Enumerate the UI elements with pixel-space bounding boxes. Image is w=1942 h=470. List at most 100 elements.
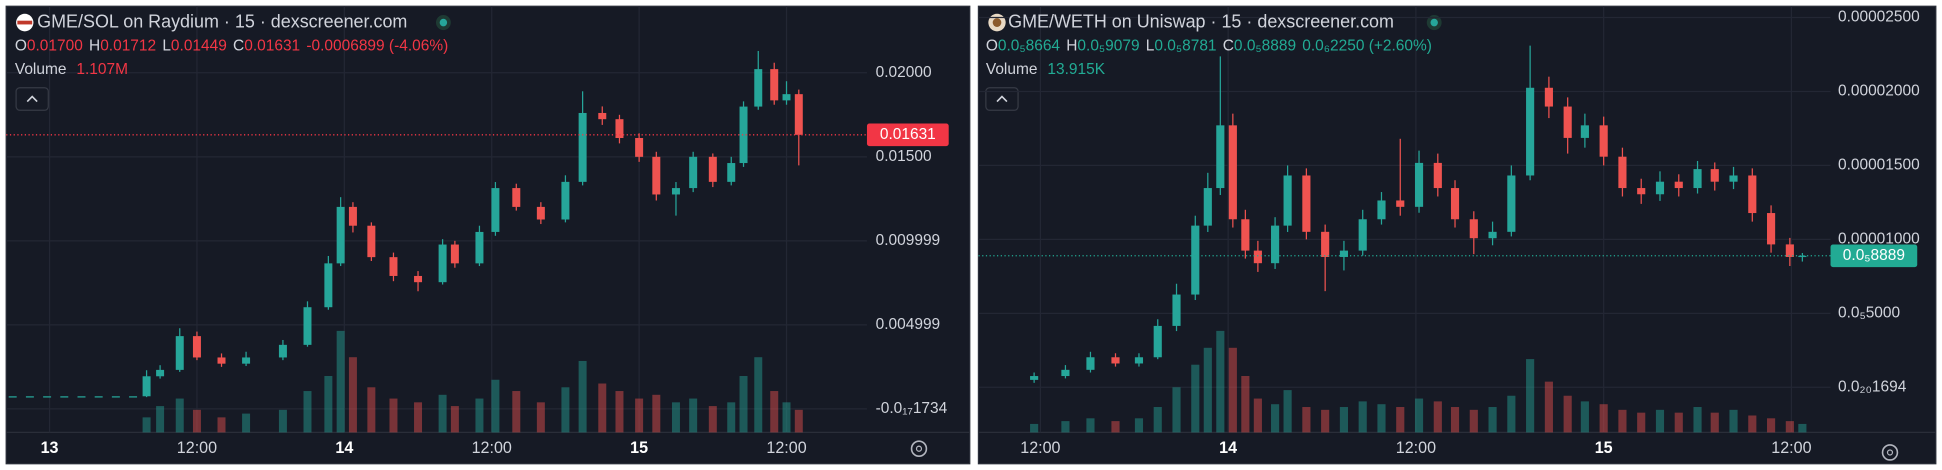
candle-body	[1030, 376, 1039, 380]
volume-bar	[389, 398, 398, 433]
candle-body	[1729, 175, 1738, 182]
candle-body	[1655, 181, 1665, 195]
volume-bar	[175, 398, 184, 433]
volume-bar	[1748, 415, 1757, 433]
x-tick-label: 12:00	[1396, 439, 1436, 457]
button-frame[interactable]	[15, 87, 49, 111]
button-frame[interactable]	[985, 87, 1019, 111]
y-tick-label: 0.01500	[876, 148, 932, 165]
gear-icon[interactable]	[1881, 444, 1899, 461]
volume-bar	[561, 387, 570, 433]
gear-icon[interactable]	[915, 445, 923, 452]
volume-bar	[142, 417, 151, 433]
ohlc-label: H	[89, 37, 100, 54]
candle-body	[278, 344, 287, 358]
candle-body	[94, 396, 103, 398]
candle-body	[1396, 200, 1405, 207]
volume-bar	[1358, 401, 1367, 433]
candle-body	[1228, 125, 1237, 220]
x-tick-label: 12:00	[1020, 439, 1060, 457]
candle-body	[1339, 250, 1348, 257]
candle-body	[1544, 87, 1553, 107]
price-change: 0.0₆2250 (+2.60%)	[1302, 37, 1432, 54]
candle-body	[1241, 219, 1250, 251]
volume-bar	[578, 360, 587, 433]
candle-body	[1710, 169, 1719, 182]
volume-bar	[1798, 423, 1807, 433]
volume-bar	[1061, 421, 1070, 433]
caret-icon[interactable]	[996, 95, 1008, 103]
y-tick-label: 0.0₂₀1694	[1838, 378, 1907, 395]
volume-bar	[1203, 347, 1212, 433]
candle-body	[1172, 294, 1181, 326]
x-tick-label: 12:00	[1771, 439, 1811, 457]
collapse-button[interactable]	[985, 87, 1019, 111]
chart-title: GME/WETH on Uniswap · 15 · dexscreener.c…	[1008, 11, 1394, 31]
ohlc-label: L	[162, 37, 171, 54]
settings-button[interactable]	[910, 440, 928, 458]
volume-bar	[1488, 407, 1497, 433]
candle-body	[129, 396, 138, 398]
collapse-button[interactable]	[15, 87, 49, 111]
volume-bar	[1469, 409, 1478, 433]
settings-button[interactable]	[1881, 444, 1899, 461]
token-icon	[17, 20, 33, 25]
candle-body	[450, 244, 459, 264]
volume-bar	[336, 330, 345, 433]
y-tick-label: 0.009999	[876, 232, 941, 249]
panel	[977, 5, 1937, 465]
volume-bar	[1111, 421, 1120, 433]
price-label-box	[1830, 244, 1918, 268]
price-label: 0.01631	[880, 126, 936, 143]
volume-bar	[1302, 407, 1311, 433]
caret-icon[interactable]	[26, 95, 38, 103]
candle-body	[615, 119, 624, 139]
y-tick-label: -0.0₁₇1734	[876, 400, 948, 417]
volume-bar	[1339, 407, 1348, 433]
ohlc-value: 0.0₅8664	[998, 37, 1060, 54]
volume-bar	[1526, 359, 1535, 433]
volume-bar	[782, 402, 791, 433]
x-tick-label: 14	[335, 439, 353, 457]
candle-body	[43, 396, 52, 398]
candle-body	[1469, 219, 1478, 239]
candle-body	[635, 138, 644, 157]
candle-body	[438, 244, 447, 283]
ohlc-value: 0.0₅8781	[1154, 37, 1216, 54]
candle-body	[1086, 357, 1095, 370]
candle-body	[1637, 188, 1646, 195]
volume-bar	[1228, 347, 1237, 433]
candle-body	[348, 206, 357, 226]
plot	[978, 6, 1831, 433]
gear-icon[interactable]	[1886, 449, 1894, 456]
candle-body	[1488, 231, 1497, 239]
x-tick-label: 14	[1219, 439, 1237, 457]
volume-bar	[1241, 376, 1250, 433]
price-label: 0.0₅8889	[1843, 247, 1905, 264]
volume-bar	[1283, 390, 1292, 433]
candle-body	[60, 396, 69, 398]
volume-bar	[689, 398, 698, 433]
volume-bar	[1271, 404, 1280, 433]
volume-bar	[1674, 412, 1683, 433]
volume-bar	[1153, 407, 1162, 433]
candle-body	[25, 396, 34, 398]
volume-bar	[1086, 418, 1095, 433]
ohlc-value: 0.01449	[171, 37, 227, 54]
candle-body	[1216, 125, 1225, 189]
candle-body	[1618, 156, 1627, 189]
candle-body	[578, 112, 587, 182]
candle-body	[652, 156, 661, 195]
volume-bar	[1321, 409, 1330, 433]
ohlc-label: O	[15, 37, 27, 54]
candle-body	[77, 396, 86, 398]
candle-body	[1321, 231, 1330, 257]
y-tick-label: 0.00001500	[1838, 156, 1920, 173]
candle-body	[1580, 125, 1589, 138]
volume-bar	[1785, 421, 1794, 433]
gear-icon[interactable]	[910, 440, 928, 458]
volume-bar	[1396, 407, 1405, 433]
volume-bar	[598, 383, 607, 433]
candle-body	[689, 156, 698, 189]
